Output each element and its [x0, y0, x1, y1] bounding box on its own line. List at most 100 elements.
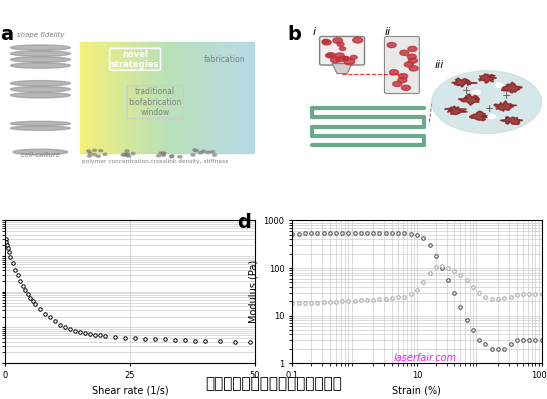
Text: cell culture: cell culture — [21, 152, 60, 158]
Circle shape — [408, 54, 416, 59]
Bar — [187, 42, 189, 154]
Bar — [162, 42, 164, 154]
Bar — [110, 42, 112, 154]
Bar — [242, 42, 245, 154]
Text: +: + — [485, 104, 494, 114]
Circle shape — [85, 152, 89, 155]
Bar — [98, 42, 100, 154]
Text: d: d — [237, 213, 251, 232]
Bar — [89, 42, 91, 154]
Circle shape — [133, 152, 137, 154]
Circle shape — [350, 55, 357, 59]
Text: a: a — [1, 25, 14, 44]
Circle shape — [340, 47, 346, 50]
G'' — [526, 292, 532, 297]
G' — [438, 266, 445, 271]
G' — [451, 290, 458, 295]
Circle shape — [342, 57, 349, 60]
Bar — [124, 42, 126, 154]
G'' — [445, 266, 452, 271]
Bar — [96, 42, 98, 154]
Circle shape — [400, 50, 409, 55]
Bar — [222, 42, 223, 154]
G'' — [451, 269, 458, 274]
Bar — [169, 42, 171, 154]
Circle shape — [155, 152, 159, 154]
Bar — [164, 42, 166, 154]
Ellipse shape — [10, 93, 71, 98]
G' — [538, 338, 545, 343]
Bar — [227, 42, 229, 154]
Bar — [143, 42, 145, 154]
Bar — [239, 42, 241, 154]
Bar — [174, 42, 176, 154]
G' — [532, 338, 539, 343]
Bar — [199, 42, 201, 154]
Bar — [120, 42, 122, 154]
Text: traditional
biofabrication
window: traditional biofabrication window — [129, 87, 182, 117]
Polygon shape — [469, 111, 490, 121]
Polygon shape — [501, 82, 522, 93]
Circle shape — [159, 156, 163, 158]
Bar — [176, 42, 178, 154]
Text: shape fidelity: shape fidelity — [16, 32, 64, 38]
Circle shape — [335, 53, 344, 58]
Ellipse shape — [10, 81, 71, 86]
G' — [470, 328, 476, 332]
Circle shape — [135, 152, 138, 154]
Polygon shape — [501, 117, 523, 124]
Line: G': G' — [290, 231, 543, 350]
Bar — [229, 42, 230, 154]
Polygon shape — [332, 63, 352, 73]
Bar — [148, 42, 150, 154]
Bar — [208, 42, 210, 154]
G' — [364, 231, 370, 235]
G'' — [488, 297, 495, 302]
Bar — [173, 42, 174, 154]
Circle shape — [404, 62, 413, 67]
Circle shape — [164, 153, 168, 155]
G'' — [426, 270, 433, 275]
Bar — [139, 42, 141, 154]
G' — [370, 231, 376, 235]
Bar — [202, 42, 204, 154]
Bar — [204, 42, 206, 154]
Circle shape — [333, 38, 342, 43]
Circle shape — [389, 70, 399, 75]
Bar — [195, 42, 197, 154]
Circle shape — [408, 46, 417, 51]
Bar — [220, 42, 222, 154]
Bar — [88, 42, 89, 154]
G' — [401, 231, 408, 236]
Bar — [236, 42, 237, 154]
G'' — [414, 287, 420, 292]
Bar — [189, 42, 190, 154]
Bar — [103, 42, 104, 154]
Polygon shape — [458, 94, 480, 105]
G'' — [514, 292, 520, 297]
Circle shape — [167, 152, 171, 154]
Bar — [157, 42, 159, 154]
Y-axis label: Modulus (Pa): Modulus (Pa) — [248, 260, 258, 324]
Bar — [85, 42, 88, 154]
G' — [351, 231, 358, 235]
Bar — [112, 42, 113, 154]
X-axis label: Shear rate (1/s): Shear rate (1/s) — [92, 385, 168, 395]
Circle shape — [209, 150, 213, 153]
Polygon shape — [493, 101, 516, 111]
Circle shape — [399, 73, 408, 79]
Bar — [108, 42, 110, 154]
Text: +: + — [502, 91, 511, 101]
G' — [463, 318, 470, 322]
Polygon shape — [452, 78, 478, 87]
Bar — [91, 42, 92, 154]
G' — [514, 338, 520, 343]
G'' — [482, 294, 488, 299]
Circle shape — [79, 153, 83, 155]
G'' — [463, 278, 470, 283]
Bar — [104, 42, 107, 154]
G'' — [508, 294, 514, 299]
Bar — [190, 42, 192, 154]
G'' — [494, 297, 501, 302]
Bar — [117, 42, 119, 154]
